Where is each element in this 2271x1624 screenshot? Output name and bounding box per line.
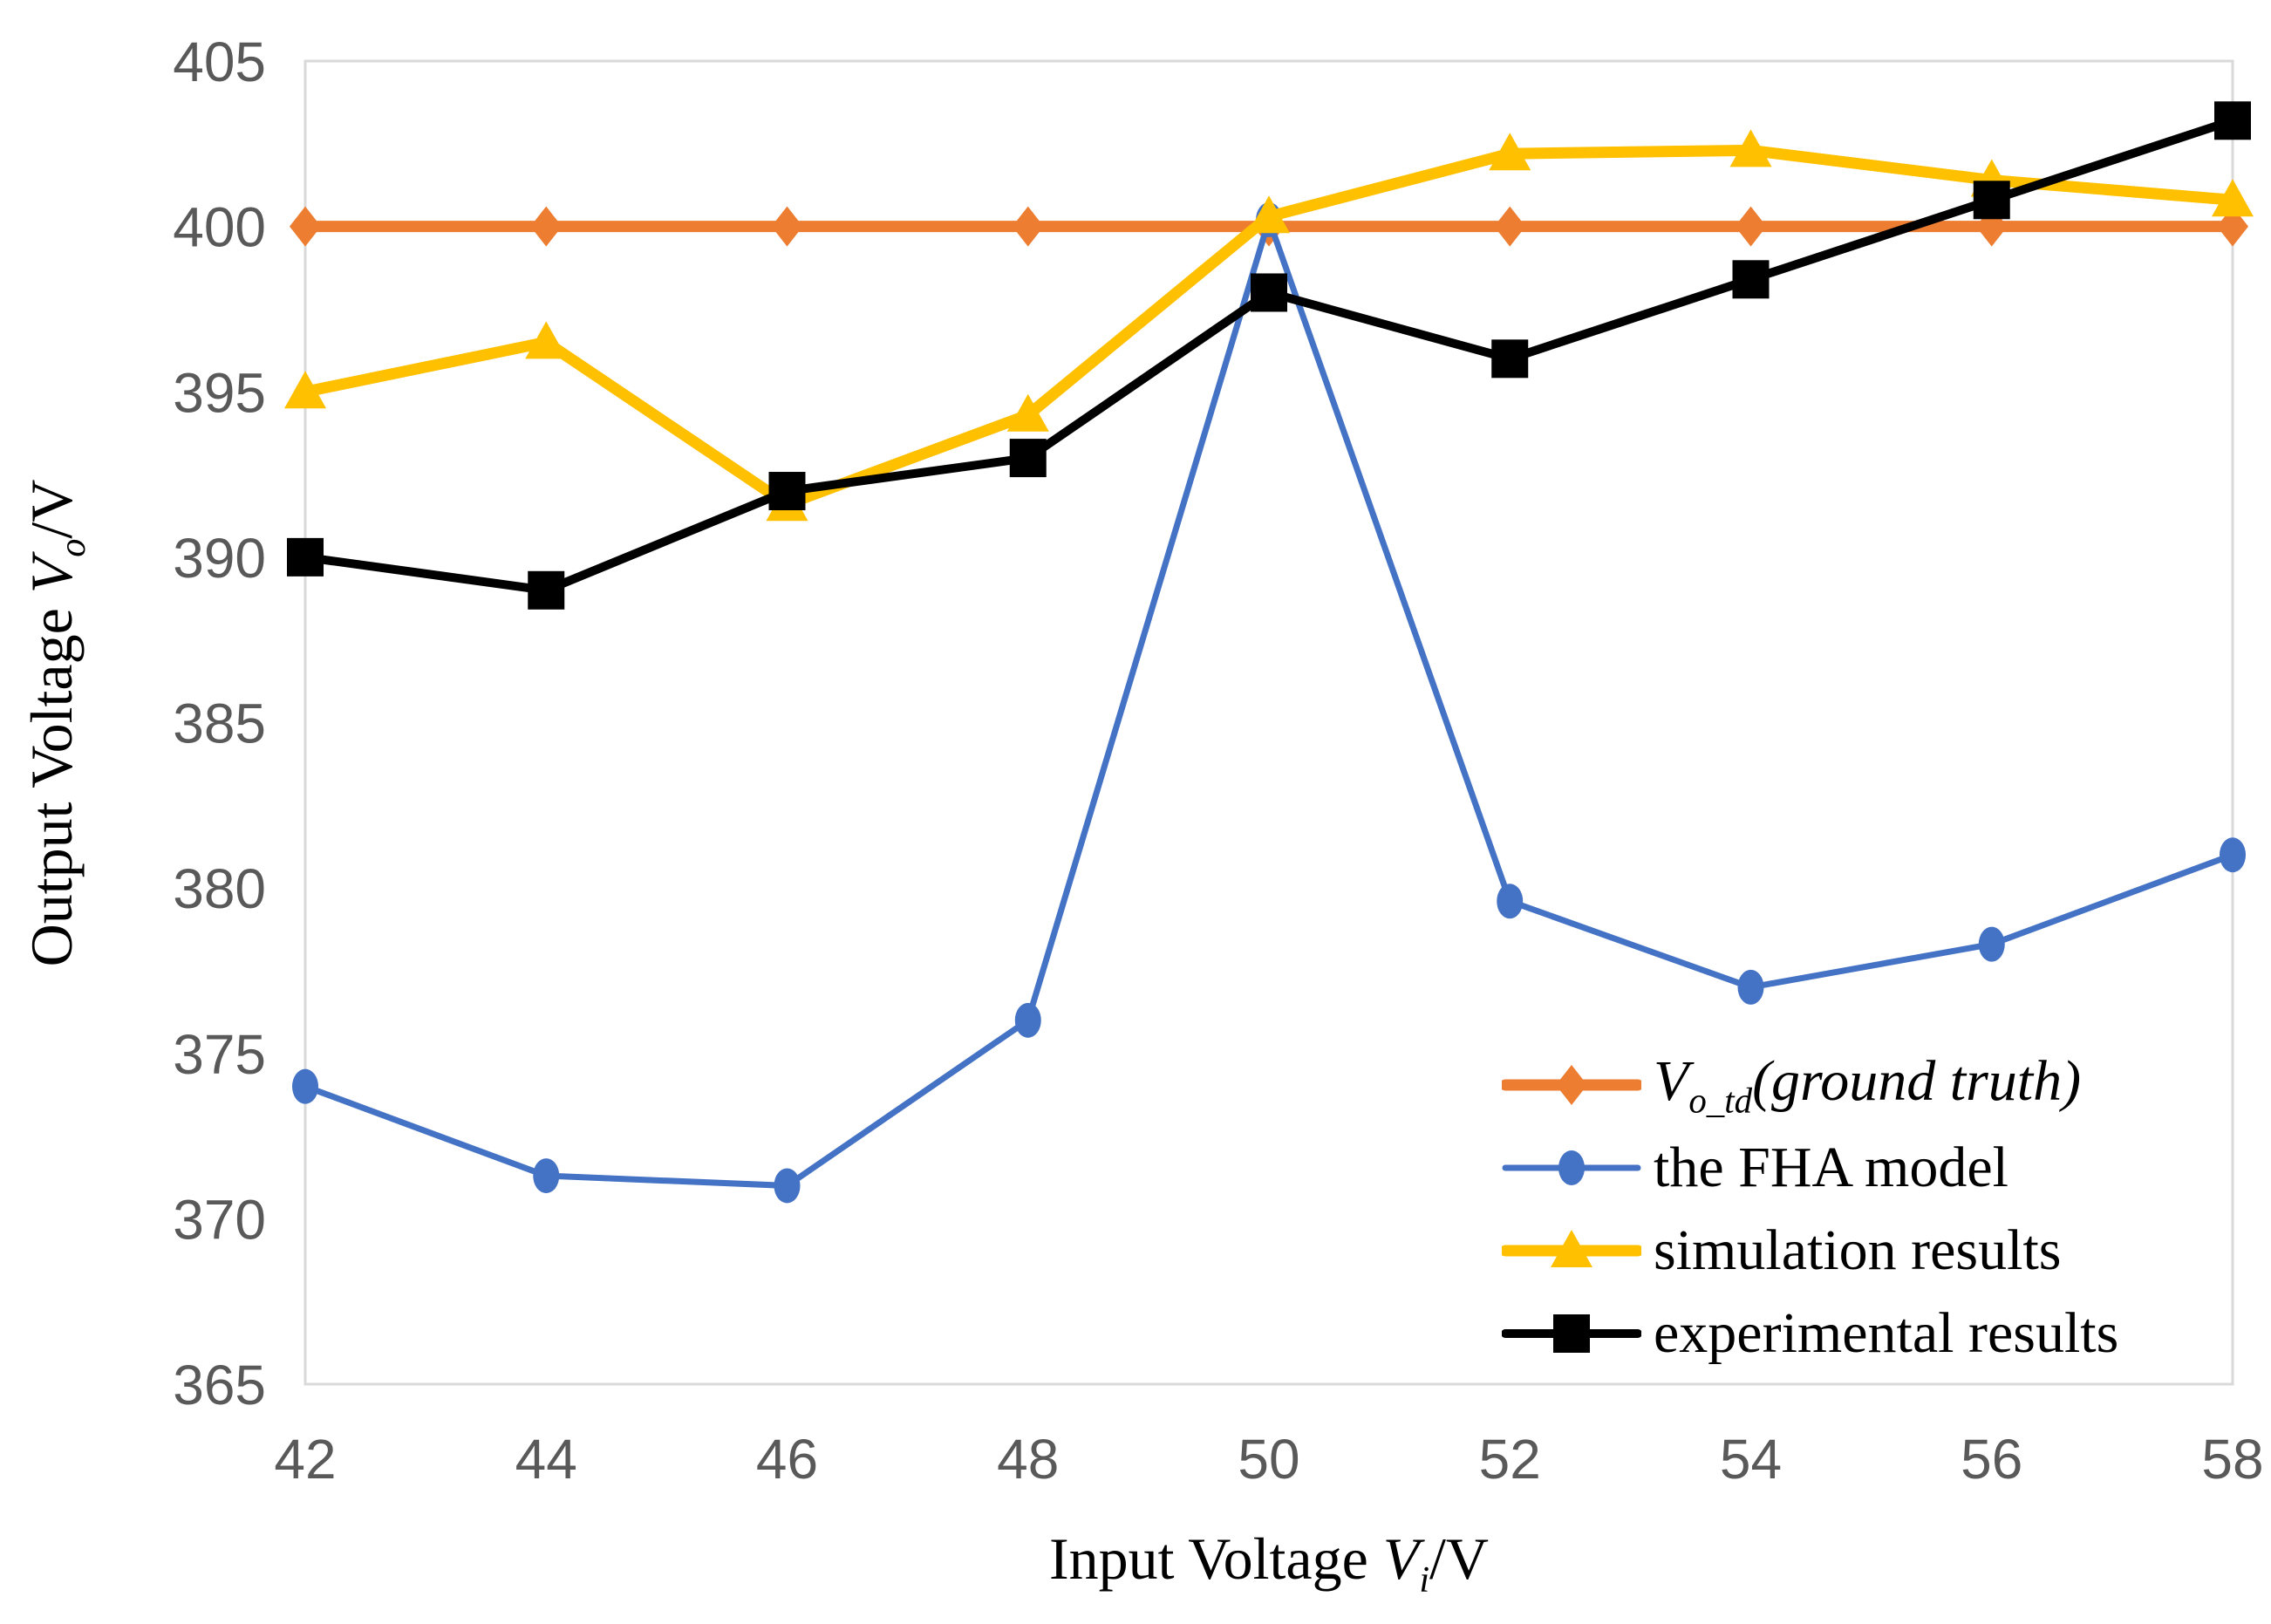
x-tick-label: 54 [1720, 1428, 1782, 1491]
marker-circle [1497, 884, 1524, 919]
legend-marker-simulation-triangle-icon [1502, 1229, 1641, 1267]
x-axis-title-text: Input Voltage [1048, 1525, 1383, 1592]
x-axis-title-var: V [1382, 1525, 1420, 1592]
marker-diamond [1735, 206, 1767, 247]
x-tick-label: 44 [515, 1428, 577, 1491]
marker-diamond [1556, 1064, 1587, 1105]
x-tick-label: 56 [1961, 1428, 2022, 1491]
marker-circle [1737, 969, 1764, 1005]
plot-border [303, 59, 2234, 1386]
x-tick-label: 50 [1238, 1428, 1299, 1491]
marker-diamond [1012, 206, 1044, 247]
y-axis-title: Output Voltage Vo/V [17, 480, 94, 967]
x-tick-label: 58 [2201, 1428, 2263, 1491]
x-axis-title-sub: i [1419, 1559, 1430, 1600]
y-axis-title-var: V [18, 556, 85, 594]
marker-triangle [1551, 1229, 1592, 1267]
marker-diamond [290, 206, 321, 247]
legend-marker-ground-truth-diamond-icon [1502, 1064, 1641, 1105]
marker-circle [1014, 1002, 1041, 1038]
series-line-1 [302, 216, 2236, 1189]
marker-triangle [284, 371, 326, 409]
marker-triangle [1006, 393, 1049, 432]
marker-triangle [2212, 179, 2254, 217]
marker-square [1973, 181, 2010, 220]
y-tick-label: 385 [173, 693, 266, 755]
x-axis-title-suffix: /V [1429, 1525, 1490, 1592]
marker-square [1491, 339, 1529, 379]
marker-diamond [771, 206, 803, 247]
legend-item-experimental: experimental results [1502, 1292, 2118, 1375]
marker-square [1009, 439, 1047, 478]
x-tick-label: 52 [1479, 1428, 1541, 1491]
marker-circle [292, 1068, 318, 1104]
marker-triangle [525, 321, 568, 359]
marker-square [2214, 101, 2251, 140]
legend-label-experimental: experimental results [1654, 1300, 2119, 1365]
y-tick-label: 405 [173, 31, 266, 93]
x-tick-label: 48 [997, 1428, 1059, 1491]
marker-square [528, 570, 565, 610]
marker-square [287, 537, 324, 577]
marker-circle [1978, 926, 2005, 962]
marker-square [1732, 260, 1770, 299]
marker-square [1553, 1314, 1590, 1353]
marker-circle [2220, 837, 2246, 873]
marker-circle [774, 1168, 801, 1204]
legend-item-simulation: simulation results [1502, 1209, 2118, 1292]
series-line-3 [301, 116, 2237, 595]
y-axis-title-sub: o [51, 538, 93, 557]
y-tick-label: 390 [173, 527, 266, 590]
marker-triangle [1489, 133, 1531, 171]
marker-square [768, 472, 806, 511]
chart-legend: Vo_td(ground truth) the FHA model simula… [1502, 1043, 2118, 1375]
legend-label-simulation: simulation results [1654, 1218, 2062, 1282]
marker-triangle [1729, 129, 1772, 167]
legend-item-ground-truth: Vo_td(ground truth) [1502, 1043, 2118, 1126]
x-tick-label: 46 [756, 1428, 818, 1491]
marker-diamond [530, 206, 563, 247]
legend-label-ground-truth: Vo_td(ground truth) [1654, 1048, 2082, 1121]
y-axis-title-suffix: /V [18, 479, 85, 539]
y-tick-label: 400 [173, 196, 266, 259]
marker-triangle [1248, 195, 1290, 234]
marker-square [1251, 273, 1287, 312]
legend-marker-fha-circle-icon [1502, 1150, 1641, 1185]
legend-marker-experimental-square-icon [1502, 1314, 1641, 1353]
marker-diamond [1494, 206, 1526, 247]
y-tick-label: 380 [173, 857, 266, 920]
y-tick-label: 365 [173, 1354, 266, 1416]
marker-circle [1558, 1150, 1585, 1185]
x-axis-title: Input Voltage Vi/V [305, 1525, 2233, 1601]
legend-label-fha-model: the FHA model [1654, 1135, 2008, 1199]
y-tick-label: 370 [173, 1188, 266, 1251]
y-tick-label: 375 [173, 1023, 266, 1086]
x-tick-label: 42 [274, 1428, 336, 1491]
marker-circle [533, 1158, 560, 1194]
y-tick-label: 395 [173, 361, 266, 424]
y-axis-title-text: Output Voltage [18, 593, 85, 967]
legend-item-fha-model: the FHA model [1502, 1126, 2118, 1209]
